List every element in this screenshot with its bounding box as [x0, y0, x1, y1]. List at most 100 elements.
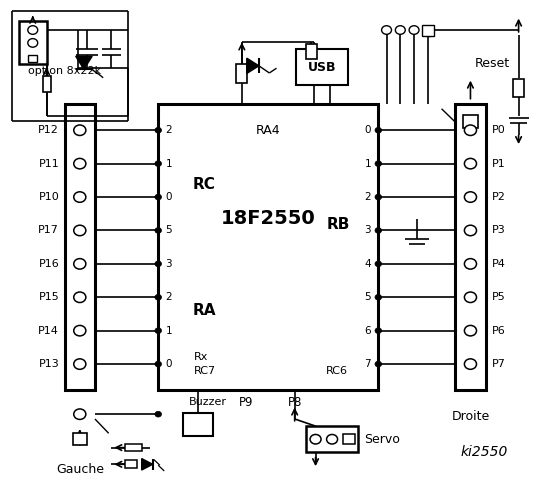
- Text: Rx: Rx: [194, 352, 208, 362]
- Text: RA: RA: [192, 303, 216, 318]
- Text: P0: P0: [492, 125, 506, 135]
- Bar: [125, 444, 142, 451]
- Text: 2: 2: [364, 192, 371, 202]
- Bar: [463, 116, 478, 128]
- Text: 7: 7: [364, 359, 371, 369]
- Text: 6: 6: [364, 325, 371, 336]
- Text: P14: P14: [38, 325, 59, 336]
- Circle shape: [74, 325, 86, 336]
- Text: P3: P3: [492, 226, 506, 236]
- Text: 0: 0: [165, 192, 172, 202]
- Text: 1: 1: [165, 159, 172, 168]
- Text: Droite: Droite: [451, 410, 489, 423]
- Circle shape: [74, 158, 86, 169]
- Bar: [43, 76, 51, 92]
- Circle shape: [465, 225, 477, 236]
- Text: P7: P7: [492, 359, 506, 369]
- Text: 5: 5: [165, 226, 172, 236]
- Circle shape: [28, 38, 38, 47]
- Circle shape: [375, 261, 382, 267]
- Bar: [422, 25, 435, 36]
- Text: Servo: Servo: [364, 433, 400, 446]
- Circle shape: [155, 261, 161, 267]
- Bar: [183, 413, 213, 436]
- Bar: [158, 104, 378, 390]
- Polygon shape: [142, 458, 153, 470]
- Text: 3: 3: [165, 259, 172, 269]
- Circle shape: [74, 259, 86, 269]
- Bar: [296, 49, 348, 85]
- Circle shape: [155, 361, 161, 367]
- Circle shape: [382, 26, 392, 34]
- Text: P17: P17: [38, 226, 59, 236]
- Polygon shape: [76, 56, 92, 69]
- Circle shape: [74, 125, 86, 135]
- Circle shape: [155, 161, 161, 167]
- Circle shape: [155, 411, 161, 417]
- Circle shape: [465, 158, 477, 169]
- Circle shape: [74, 409, 86, 420]
- Text: P13: P13: [38, 359, 59, 369]
- Circle shape: [409, 26, 419, 34]
- Text: P12: P12: [38, 125, 59, 135]
- Text: P6: P6: [492, 325, 506, 336]
- Circle shape: [310, 434, 321, 444]
- Circle shape: [375, 161, 382, 167]
- Circle shape: [155, 194, 161, 200]
- Text: P4: P4: [492, 259, 506, 269]
- Text: P9: P9: [239, 396, 253, 409]
- Circle shape: [375, 127, 382, 133]
- Text: ki2550: ki2550: [460, 445, 508, 459]
- Bar: [125, 460, 137, 468]
- Text: RA4: RA4: [256, 124, 280, 137]
- Text: P10: P10: [38, 192, 59, 202]
- Bar: [455, 104, 486, 390]
- Circle shape: [465, 192, 477, 202]
- Text: Gauche: Gauche: [56, 463, 104, 476]
- Text: 2: 2: [165, 292, 172, 302]
- Circle shape: [465, 359, 477, 369]
- Text: 2: 2: [165, 125, 172, 135]
- Bar: [72, 433, 87, 445]
- Text: P1: P1: [492, 159, 506, 168]
- Bar: [236, 64, 247, 83]
- Text: RB: RB: [326, 217, 349, 232]
- Circle shape: [375, 228, 382, 233]
- Circle shape: [395, 26, 405, 34]
- Bar: [65, 104, 95, 390]
- Text: 1: 1: [165, 325, 172, 336]
- Text: P15: P15: [38, 292, 59, 302]
- Text: 5: 5: [364, 292, 371, 302]
- Circle shape: [327, 434, 337, 444]
- Text: 4: 4: [364, 259, 371, 269]
- Text: P5: P5: [492, 292, 506, 302]
- Circle shape: [375, 361, 382, 367]
- Text: option 8x22k: option 8x22k: [28, 66, 101, 75]
- Text: RC6: RC6: [326, 366, 348, 376]
- Circle shape: [375, 194, 382, 200]
- Text: 3: 3: [364, 226, 371, 236]
- Text: 0: 0: [364, 125, 371, 135]
- Circle shape: [74, 225, 86, 236]
- Text: 0: 0: [165, 359, 172, 369]
- Bar: [19, 22, 46, 64]
- Circle shape: [155, 127, 161, 133]
- Circle shape: [465, 259, 477, 269]
- Circle shape: [74, 192, 86, 202]
- Text: P16: P16: [38, 259, 59, 269]
- Text: P2: P2: [492, 192, 506, 202]
- Text: P11: P11: [38, 159, 59, 168]
- Polygon shape: [247, 58, 259, 73]
- Circle shape: [155, 228, 161, 233]
- Circle shape: [465, 292, 477, 302]
- Circle shape: [375, 294, 382, 300]
- Circle shape: [465, 325, 477, 336]
- Circle shape: [74, 359, 86, 369]
- Text: Buzzer: Buzzer: [189, 397, 227, 407]
- Text: RC: RC: [192, 177, 215, 192]
- Circle shape: [465, 125, 477, 135]
- Circle shape: [74, 292, 86, 302]
- Text: RC7: RC7: [194, 366, 216, 376]
- Circle shape: [155, 294, 161, 300]
- Bar: [306, 44, 317, 59]
